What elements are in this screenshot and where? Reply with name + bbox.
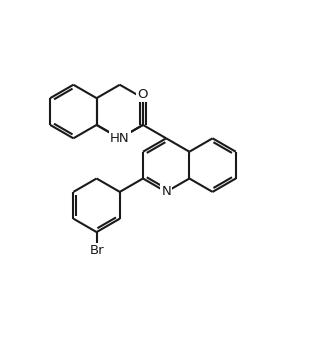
Text: HN: HN — [110, 132, 129, 145]
Text: N: N — [161, 185, 171, 198]
Text: Br: Br — [89, 244, 104, 257]
Text: O: O — [138, 87, 148, 101]
